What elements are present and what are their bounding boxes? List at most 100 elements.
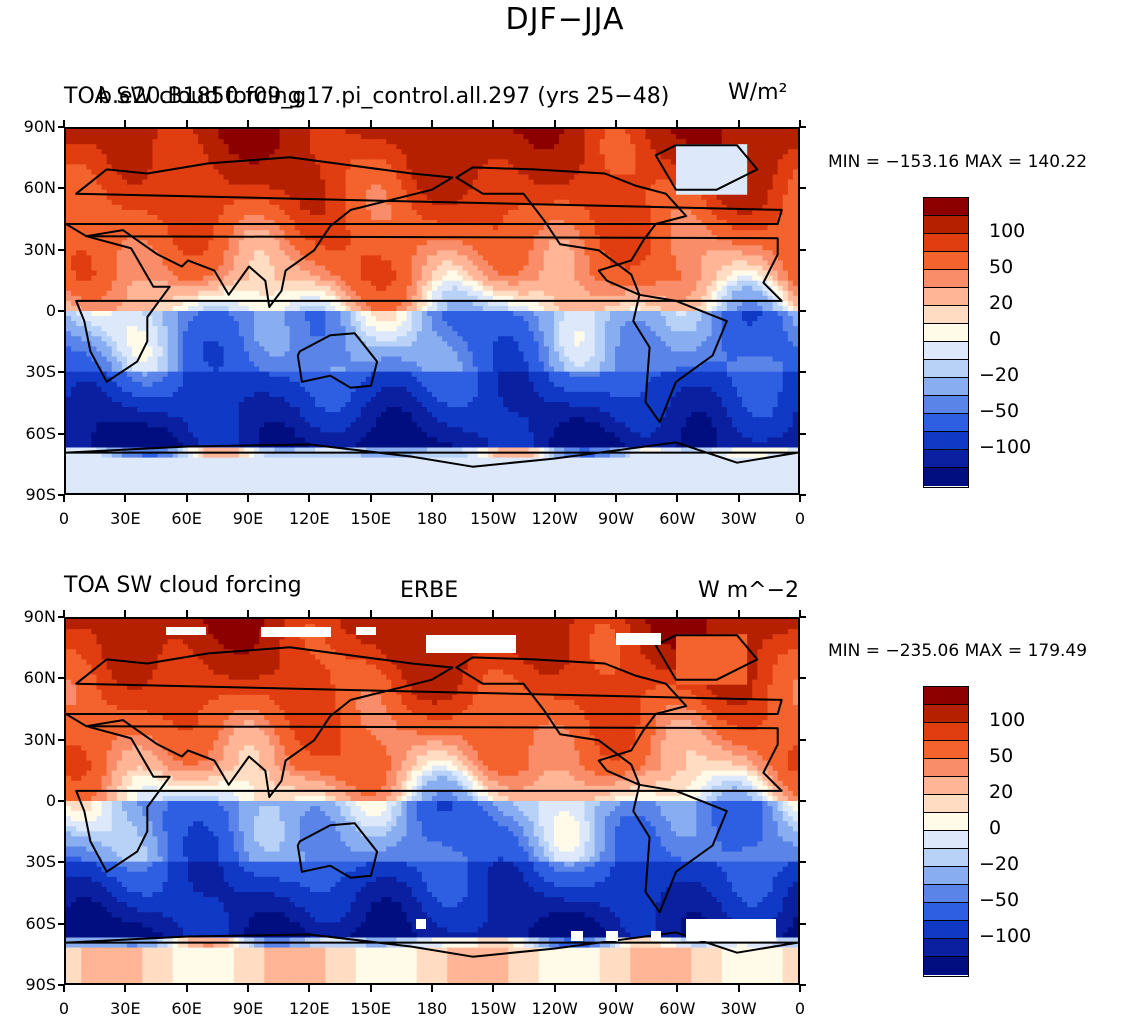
colorbar-segment [924,342,968,360]
colorbar-label: 0 [989,817,1001,839]
colorbar-segment [924,216,968,234]
lon-tick-mark [676,610,679,617]
lat-tick-mark [58,677,64,680]
lat-tick-label: 0 [6,791,56,810]
lon-tick-mark [369,610,372,617]
lon-tick-label: 150E [336,999,406,1018]
colorbar-label: 50 [989,745,1013,767]
colorbar-label: −100 [979,436,1031,458]
lon-tick-label: 60W [642,509,712,528]
lat-tick-label: 90N [6,607,56,626]
panel-top-map [64,127,800,495]
colorbar-segment [924,921,968,939]
colorbar-segment [924,885,968,903]
lat-tick-mark [58,248,64,251]
panel-top-min-max: MIN = −153.16 MAX = 140.22 [828,152,1087,172]
lon-tick-mark [63,120,65,127]
lat-tick-mark [800,371,806,374]
colorbar-segment [924,414,968,432]
coastlines [66,634,798,958]
lon-tick-label: 60W [642,999,712,1018]
lat-tick-mark [58,616,64,618]
lat-tick-mark [58,800,64,802]
lon-tick-mark [431,610,433,617]
lat-tick-mark [58,432,64,435]
lon-tick-mark [247,610,249,617]
lon-tick-label: 180 [397,999,467,1018]
lon-tick-mark [553,985,556,992]
lat-tick-label: 60N [6,178,56,197]
main-title: DJF−JJA [0,2,1130,37]
coastlines [66,144,798,468]
lon-tick-mark [431,985,433,992]
lat-tick-mark [800,248,806,251]
lon-tick-mark [615,985,617,992]
colorbar [923,197,969,488]
lat-tick-label: 0 [6,301,56,320]
lon-tick-mark [185,495,188,502]
lon-tick-mark [124,610,127,617]
lon-tick-mark [308,610,311,617]
colorbar-segment [924,939,968,957]
lon-tick-mark [369,120,372,127]
lon-tick-mark [799,495,801,502]
lat-tick-mark [58,187,64,190]
panel-bottom-units: W m^−2 [698,578,799,603]
lon-tick-label: 150E [336,509,406,528]
lon-tick-label: 120E [274,999,344,1018]
lat-tick-label: 30N [6,240,56,259]
colorbar-segment [924,198,968,216]
lat-tick-mark [800,677,806,680]
colorbar-segment [924,687,968,705]
lon-tick-mark [553,120,556,127]
lat-tick-label: 30S [6,362,56,381]
lat-tick-mark [800,984,806,986]
lon-tick-mark [737,120,740,127]
colorbar-label: −20 [979,364,1019,386]
colorbar-label: 100 [989,220,1025,242]
lat-tick-mark [800,187,806,190]
lon-tick-mark [124,495,127,502]
colorbar-label: 20 [989,292,1013,314]
lat-tick-label: 30S [6,852,56,871]
lon-tick-mark [737,610,740,617]
lon-tick-label: 90W [581,999,651,1018]
colorbar-segment [924,759,968,777]
lon-tick-label: 120W [520,999,590,1018]
lon-tick-mark [185,985,188,992]
lon-tick-label: 90W [581,509,651,528]
missing-data [166,627,776,941]
lon-tick-mark [737,985,740,992]
lon-tick-mark [247,495,249,502]
lat-tick-label: 90N [6,117,56,136]
lat-tick-mark [800,616,806,618]
lon-tick-mark [431,120,433,127]
colorbar-segment [924,468,968,486]
lon-tick-label: 30E [90,509,160,528]
lat-tick-label: 60S [6,424,56,443]
lon-tick-label: 60E [152,999,222,1018]
lat-tick-label: 60N [6,668,56,687]
lon-tick-mark [615,495,617,502]
colorbar-segment [924,795,968,813]
lat-tick-mark [58,922,64,925]
lon-tick-mark [63,610,65,617]
lat-tick-mark [58,738,64,741]
lon-tick-mark [431,495,433,502]
lat-tick-mark [800,432,806,435]
colorbar-segment [924,360,968,378]
lon-tick-mark [124,985,127,992]
lat-tick-mark [800,494,806,496]
panel-bottom-title-left: TOA SW cloud forcing [64,573,302,598]
lat-tick-mark [800,800,806,802]
lon-tick-mark [185,610,188,617]
lon-tick-mark [492,120,495,127]
colorbar-segment [924,234,968,252]
lat-tick-mark [800,922,806,925]
lon-tick-mark [63,985,65,992]
colorbar-segment [924,324,968,342]
lon-tick-label: 120W [520,509,590,528]
panel-bottom-min-max: MIN = −235.06 MAX = 179.49 [828,641,1087,661]
lon-tick-label: 30W [704,999,774,1018]
lat-tick-label: 30N [6,730,56,749]
